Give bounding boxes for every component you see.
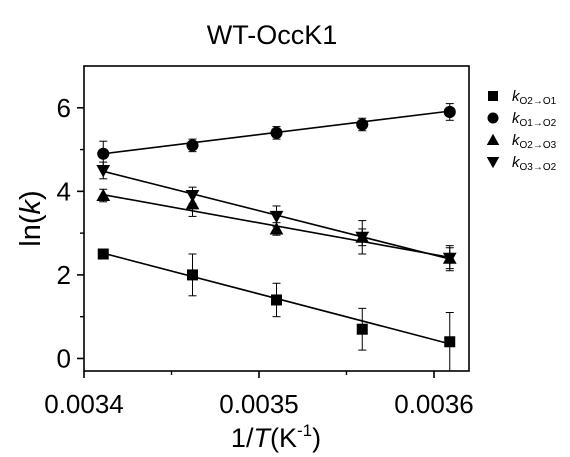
data-point [356, 323, 368, 335]
legend-label: kO1→O2 [512, 110, 557, 129]
legend-marker [486, 157, 500, 169]
x-tick-label: 0.0036 [394, 389, 474, 419]
data-point [444, 336, 456, 348]
legend-label: kO3→O2 [512, 154, 557, 173]
data-point [96, 188, 111, 202]
data-point [269, 210, 284, 224]
y-tick-label: 2 [57, 260, 71, 290]
legend-marker [486, 133, 500, 145]
data-point [97, 147, 110, 160]
legend-marker [488, 91, 498, 101]
x-axis-label: 1/T(K-1) [231, 421, 321, 453]
series-circle [97, 103, 456, 167]
data-point [96, 164, 111, 178]
legend-item: kO1→O2 [487, 110, 557, 129]
plot-frame [83, 65, 470, 372]
legend-item: kO2→O1 [488, 88, 557, 107]
legend-item: kO3→O2 [486, 154, 557, 173]
data-point [187, 269, 198, 281]
y-tick-label: 6 [57, 93, 71, 123]
y-tick-label: 0 [57, 343, 71, 373]
x-tick-label: 0.0034 [44, 389, 124, 419]
legend-label: kO2→O1 [512, 88, 557, 107]
legend-marker [487, 112, 499, 124]
series-square [97, 248, 456, 372]
legend-item: kO2→O3 [486, 132, 557, 151]
data-point [269, 222, 284, 235]
plot-area: 0.0034 0.0035 0.0036 0 2 4 6 1/T(K-1) ln(k) [15, 65, 474, 453]
data-point [186, 139, 199, 152]
y-axis-label: ln(k) [15, 190, 47, 246]
series-triangle-up [96, 188, 457, 270]
series-triangle-down [96, 161, 457, 272]
x-tick-label: 0.0035 [219, 389, 299, 419]
data-point [355, 231, 370, 245]
data-point [442, 252, 457, 266]
legend-label: kO2→O3 [512, 132, 557, 151]
legend: kO2→O1 kO1→O2 kO2→O3 kO3→O2 [486, 88, 557, 173]
chart-title: WT-OccK1 [207, 20, 338, 50]
data-point [443, 105, 456, 119]
data-point [271, 294, 282, 306]
data-point [356, 118, 369, 131]
data-point [270, 126, 283, 139]
data-point [97, 248, 109, 260]
data-point [185, 190, 200, 203]
y-tick-label: 4 [57, 176, 71, 206]
